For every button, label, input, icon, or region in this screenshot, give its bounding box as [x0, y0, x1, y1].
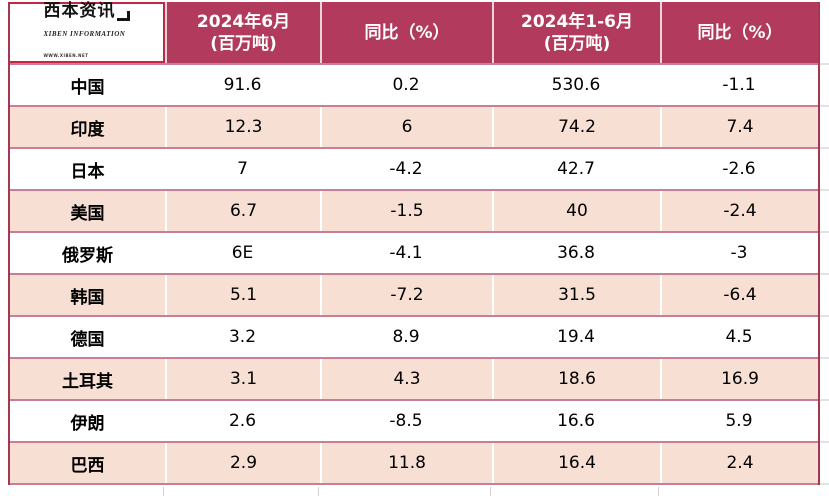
column-header-jan-jun-2024: 2024年1-6月 (百万吨) — [492, 2, 660, 63]
table-row-brazil: 巴西 2.9 11.8 16.4 2.4 — [10, 443, 818, 485]
value-cell: 2.6 — [228, 411, 257, 431]
value-cell: -8.5 — [389, 411, 423, 431]
value-cell: 36.8 — [557, 243, 595, 263]
gridline-segment — [163, 487, 318, 496]
table-row-japan: 日本 7 -4.2 42.7 -2.6 — [10, 149, 818, 191]
value-cell: 2.9 — [165, 443, 320, 483]
value-cell: 3.2 — [228, 327, 257, 347]
value-cell: -1.1 — [722, 75, 756, 95]
logo-title-line: 西本资讯 — [44, 2, 130, 21]
logo-underline-hook — [116, 11, 130, 21]
gridline-segment — [490, 487, 658, 496]
table-row-turkey: 土耳其 3.1 4.3 18.6 16.9 — [10, 359, 818, 401]
column-header-line1: 2024年1-6月 — [520, 11, 634, 32]
gridline-segment — [8, 487, 163, 496]
value-cell: -3 — [730, 243, 748, 263]
gridline-segment — [658, 487, 816, 496]
value-cell: 5.9 — [725, 411, 753, 431]
logo-site-url: WWW.XIBEN.NET — [43, 53, 89, 58]
value-cell: 16.6 — [557, 411, 595, 431]
value-cell: -7.2 — [320, 275, 492, 315]
value-cell: 16.4 — [492, 443, 660, 483]
country-cell: 日本 — [70, 161, 105, 182]
column-header-line2: (百万吨) — [210, 33, 277, 54]
gridline-segment — [318, 487, 490, 496]
country-cell: 中国 — [70, 77, 105, 98]
value-cell: 91.6 — [223, 75, 262, 95]
value-cell: 74.2 — [492, 107, 660, 147]
value-cell: -2.4 — [660, 191, 818, 231]
bottom-gridline-sliver — [8, 487, 820, 496]
value-cell: 16.9 — [660, 359, 818, 399]
country-cell: 韩国 — [70, 287, 105, 308]
country-cell: 美国 — [70, 203, 105, 224]
value-cell: 42.7 — [557, 159, 595, 179]
country-cell: 巴西 — [70, 455, 105, 476]
value-cell: -6.4 — [660, 275, 818, 315]
value-cell: 8.9 — [392, 327, 420, 347]
value-cell: -4.1 — [389, 243, 423, 263]
table-header-row: 西本资讯 XIBEN INFORMATION WWW.XIBEN.NET 202… — [10, 2, 818, 65]
table-row-india: 印度 12.3 6 74.2 7.4 — [10, 107, 818, 149]
column-header-yoy-cumulative: 同比（%） — [660, 2, 818, 63]
value-cell: 3.1 — [165, 359, 320, 399]
table-row-iran: 伊朗 2.6 -8.5 16.6 5.9 — [10, 401, 818, 443]
value-cell: 7 — [237, 159, 248, 179]
column-header-line2: (百万吨) — [543, 33, 611, 54]
value-cell: 530.6 — [551, 75, 601, 95]
value-cell: 18.6 — [492, 359, 660, 399]
value-cell: 7.4 — [660, 107, 818, 147]
value-cell: 6 — [320, 107, 492, 147]
column-header-line1: 同比（%） — [697, 22, 783, 43]
value-cell: 12.3 — [165, 107, 320, 147]
table-row-usa: 美国 6.7 -1.5 40 -2.4 — [10, 191, 818, 233]
country-cell: 德国 — [70, 329, 105, 350]
value-cell: 19.4 — [557, 327, 595, 347]
column-header-yoy-month: 同比（%） — [320, 2, 492, 63]
logo-text-block: 西本资讯 XIBEN INFORMATION WWW.XIBEN.NET — [44, 2, 130, 67]
column-header-jun-2024: 2024年6月 (百万吨) — [165, 2, 320, 63]
value-cell: 31.5 — [492, 275, 660, 315]
value-cell: 40 — [492, 191, 660, 231]
country-cell: 俄罗斯 — [62, 245, 113, 266]
value-cell: -2.6 — [722, 159, 756, 179]
logo-subtitle: XIBEN INFORMATION — [43, 30, 126, 38]
right-gridline-sliver — [820, 2, 829, 487]
table-row-russia: 俄罗斯 6E -4.1 36.8 -3 — [10, 233, 818, 275]
value-cell: 6E — [231, 243, 254, 263]
logo-cell: 西本资讯 XIBEN INFORMATION WWW.XIBEN.NET — [10, 2, 165, 63]
column-header-line1: 2024年6月 — [196, 11, 291, 32]
value-cell: 2.4 — [660, 443, 818, 483]
value-cell: 4.5 — [725, 327, 753, 347]
value-cell: 11.8 — [320, 443, 492, 483]
value-cell: -1.5 — [320, 191, 492, 231]
table-row-china: 中国 91.6 0.2 530.6 -1.1 — [10, 65, 818, 107]
table-row-germany: 德国 3.2 8.9 19.4 4.5 — [10, 317, 818, 359]
column-header-line1: 同比（%） — [364, 22, 450, 43]
steel-output-table: 西本资讯 XIBEN INFORMATION WWW.XIBEN.NET 202… — [8, 2, 820, 485]
table-row-south-korea: 韩国 5.1 -7.2 31.5 -6.4 — [10, 275, 818, 317]
value-cell: 0.2 — [392, 75, 420, 95]
value-cell: 4.3 — [320, 359, 492, 399]
country-cell: 印度 — [70, 119, 105, 140]
value-cell: -4.2 — [389, 159, 423, 179]
value-cell: 5.1 — [165, 275, 320, 315]
country-cell: 伊朗 — [70, 413, 105, 434]
country-cell: 土耳其 — [62, 371, 113, 392]
logo-title: 西本资讯 — [43, 1, 116, 21]
value-cell: 6.7 — [165, 191, 320, 231]
